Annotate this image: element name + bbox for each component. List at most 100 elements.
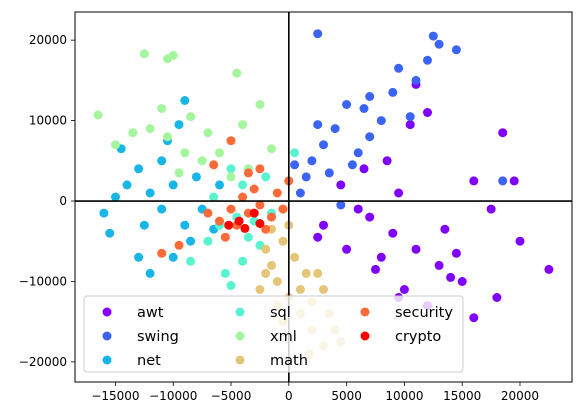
point-swing-24: [365, 92, 375, 101]
point-xml-4: [232, 68, 242, 78]
point-crypto-2: [249, 208, 259, 218]
point-net-13: [215, 180, 224, 190]
y-tick-label: −10000: [19, 274, 67, 288]
point-awt-31: [313, 232, 323, 242]
point-awt-3: [434, 260, 444, 270]
point-awt-12: [382, 156, 392, 166]
point-net-4: [168, 252, 178, 262]
point-xml-9: [180, 148, 190, 158]
point-awt-18: [371, 264, 380, 274]
point-math-12: [295, 285, 305, 294]
point-crypto-3: [224, 220, 234, 230]
point-crypto-1: [240, 223, 250, 233]
point-math-23: [261, 268, 271, 278]
y-tick-label: 0: [59, 194, 67, 208]
point-math-7: [278, 236, 288, 246]
point-security-14: [203, 208, 213, 218]
point-net-9: [122, 180, 132, 190]
point-net-2: [134, 252, 144, 262]
point-awt-9: [498, 128, 508, 138]
point-security-9: [238, 192, 248, 202]
point-sql-10: [226, 164, 236, 174]
point-security-6: [272, 188, 282, 198]
legend-label-security: security: [395, 305, 453, 321]
point-sql-13: [290, 148, 300, 158]
point-math-1: [267, 260, 276, 270]
point-security-8: [226, 204, 236, 214]
point-awt-23: [486, 204, 496, 214]
point-xml-14: [186, 112, 196, 122]
point-security-13: [157, 248, 167, 258]
point-net-3: [145, 268, 155, 278]
x-tick-label: 20000: [501, 389, 539, 403]
point-xml-7: [145, 124, 155, 134]
point-net-22: [111, 192, 120, 202]
point-xml-16: [128, 128, 138, 138]
point-swing-11: [301, 172, 311, 182]
point-swing-16: [347, 160, 357, 170]
point-awt-26: [359, 164, 369, 174]
legend: awt swing net sql xml math security crypto: [83, 295, 464, 373]
point-math-18: [313, 268, 323, 278]
point-sql-3: [203, 236, 213, 246]
point-swing-0: [313, 29, 323, 39]
point-awt-24: [509, 176, 519, 186]
x-tick-label: 5000: [331, 389, 362, 403]
point-xml-19: [238, 120, 248, 130]
legend-marker-crypto: [360, 331, 370, 341]
point-net-17: [139, 220, 149, 230]
point-net-12: [191, 172, 201, 182]
point-sql-14: [209, 192, 219, 202]
point-sql-9: [238, 180, 248, 190]
point-security-19: [226, 136, 236, 146]
legend-marker-swing: [102, 331, 112, 341]
point-awt-2: [411, 244, 421, 254]
point-xml-15: [157, 104, 167, 113]
point-swing-10: [307, 156, 317, 166]
point-awt-22: [469, 176, 479, 186]
point-awt-21: [446, 272, 456, 282]
point-math-8: [290, 252, 300, 262]
point-awt-19: [399, 285, 409, 294]
point-awt-0: [365, 212, 375, 222]
x-tick-label: −15000: [91, 389, 139, 403]
point-sql-6: [238, 256, 248, 266]
point-swing-17: [336, 200, 346, 210]
point-crypto-4: [255, 219, 265, 228]
point-net-20: [186, 236, 196, 246]
point-xml-20: [174, 168, 184, 178]
point-security-12: [174, 240, 184, 250]
legend-marker-xml: [235, 331, 245, 341]
point-net-5: [180, 96, 190, 105]
point-xml-1: [139, 49, 149, 59]
point-awt-28: [376, 252, 386, 262]
point-net-15: [180, 220, 190, 230]
point-net-8: [134, 164, 144, 174]
legend-label-math: math: [270, 353, 308, 369]
x-tick-label: −5000: [211, 389, 252, 403]
legend-marker-net: [102, 355, 112, 365]
point-swing-22: [313, 120, 323, 130]
legend-label-swing: swing: [137, 329, 179, 345]
point-awt-5: [469, 313, 479, 323]
point-swing-21: [295, 188, 305, 198]
point-security-5: [261, 224, 271, 234]
point-net-0: [99, 208, 109, 218]
y-tick-label: −20000: [19, 355, 67, 369]
point-security-16: [243, 168, 253, 178]
legend-marker-math: [235, 355, 245, 365]
x-tick-label: 10000: [385, 389, 423, 403]
point-swing-12: [353, 148, 363, 158]
point-net-10: [145, 188, 155, 198]
point-xml-5: [255, 100, 265, 109]
point-security-18: [209, 160, 219, 170]
point-net-6: [174, 120, 184, 130]
point-security-15: [255, 164, 265, 174]
point-security-0: [278, 204, 288, 214]
legend-label-net: net: [137, 353, 161, 369]
point-xml-3: [168, 50, 178, 60]
point-net-7: [157, 156, 167, 166]
point-math-0: [261, 244, 271, 254]
point-swing-4: [423, 55, 432, 65]
plot-frame: [74, 11, 573, 383]
